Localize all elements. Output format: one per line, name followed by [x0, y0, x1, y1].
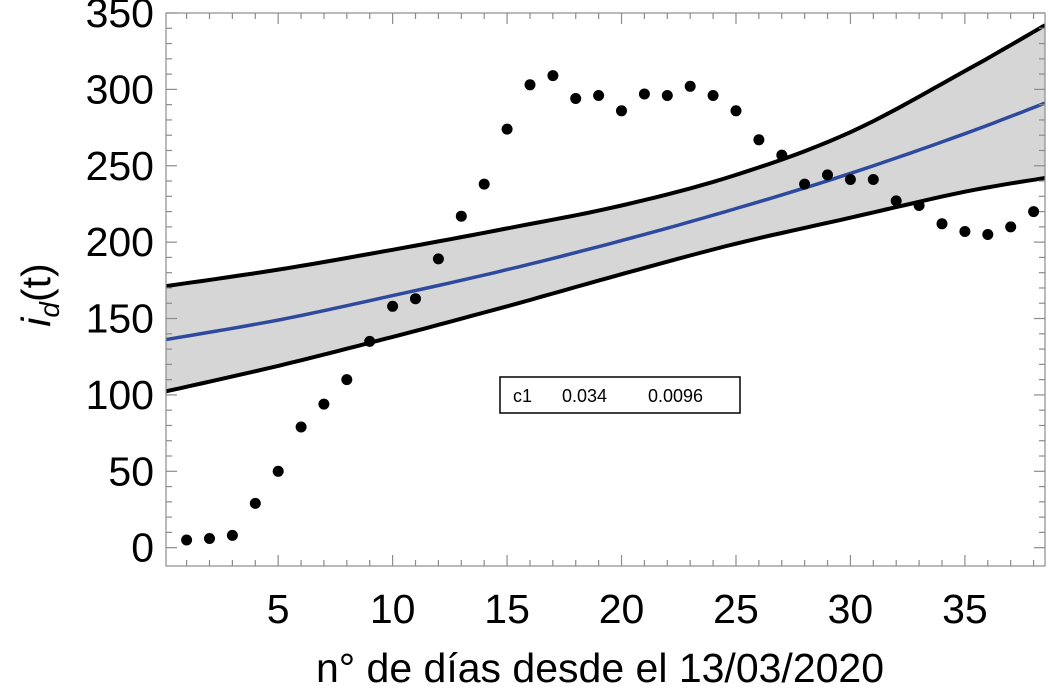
data-point [638, 88, 650, 100]
y-tick-label: 100 [86, 372, 154, 418]
plot-frame [165, 12, 1046, 567]
y-axis-title: id(t) [13, 263, 65, 326]
data-point [432, 253, 444, 265]
y-tick-label: 150 [86, 296, 154, 342]
fit-annotation: c1 0.034 0.0096 [499, 376, 741, 414]
data-point [501, 123, 513, 135]
data-point [547, 70, 559, 82]
data-point [661, 90, 673, 101]
fit-annotation-estimate: 0.034 [562, 386, 607, 406]
fit-annotation-box [499, 376, 741, 414]
y-axis-title-subscript: d [34, 301, 65, 318]
data-point [982, 229, 994, 240]
x-tick-label: 5 [267, 586, 290, 632]
data-point [455, 210, 467, 222]
data-point [478, 178, 490, 190]
data-point [318, 398, 330, 410]
data-point [1005, 221, 1017, 233]
x-tick-label: 20 [599, 586, 645, 632]
data-point [570, 93, 582, 104]
confidence-band [166, 25, 1045, 392]
data-point [707, 90, 719, 101]
data-point [959, 226, 971, 237]
y-tick-label: 250 [86, 143, 154, 189]
data-point [524, 79, 536, 91]
data-point [181, 534, 193, 546]
data-point [776, 149, 788, 161]
x-axis-title: n° de días desde el 13/03/2020 [316, 645, 884, 691]
data-point [684, 80, 696, 92]
x-tick-label: 30 [828, 586, 874, 632]
fit-curve-layer [166, 101, 1045, 342]
data-point [387, 300, 399, 312]
data-point [844, 174, 856, 185]
y-tick-label: 0 [131, 525, 154, 571]
x-tick-label: 15 [484, 586, 530, 632]
y-tick-label: 350 [86, 0, 154, 36]
data-point [272, 465, 284, 477]
x-tick-label: 25 [713, 586, 759, 632]
data-point [364, 335, 376, 347]
x-tick-label: 10 [370, 586, 416, 632]
fit-annotation-label: c1 [513, 386, 532, 406]
y-tick-label: 300 [86, 66, 154, 112]
data-points-layer [181, 70, 1040, 546]
data-point [867, 174, 879, 185]
data-point [730, 105, 742, 117]
plot-border [165, 12, 1046, 567]
x-tick-label: 35 [942, 586, 988, 632]
fit-curve [166, 101, 1045, 342]
y-tick-label: 50 [108, 448, 154, 494]
data-point [249, 497, 261, 509]
y-axis-title-suffix: (t) [13, 263, 59, 302]
confidence-band-layer [166, 23, 1045, 394]
data-point [341, 374, 353, 386]
y-axis-title-base: i [13, 316, 59, 327]
data-point [1028, 206, 1040, 218]
fit-annotation-std-error: 0.0096 [648, 386, 703, 406]
band-upper-edge [166, 23, 1045, 289]
data-point [204, 533, 215, 544]
data-point [913, 200, 925, 211]
data-point [410, 293, 421, 305]
data-point [822, 169, 833, 181]
data-point [936, 218, 948, 230]
data-point [890, 195, 902, 207]
data-point [753, 134, 765, 146]
y-tick-label: 200 [86, 219, 154, 265]
band-lower-edge [166, 176, 1045, 394]
data-point [226, 529, 238, 541]
data-point [616, 105, 627, 117]
data-point [593, 90, 605, 101]
data-point [799, 178, 811, 190]
data-point [295, 421, 307, 433]
